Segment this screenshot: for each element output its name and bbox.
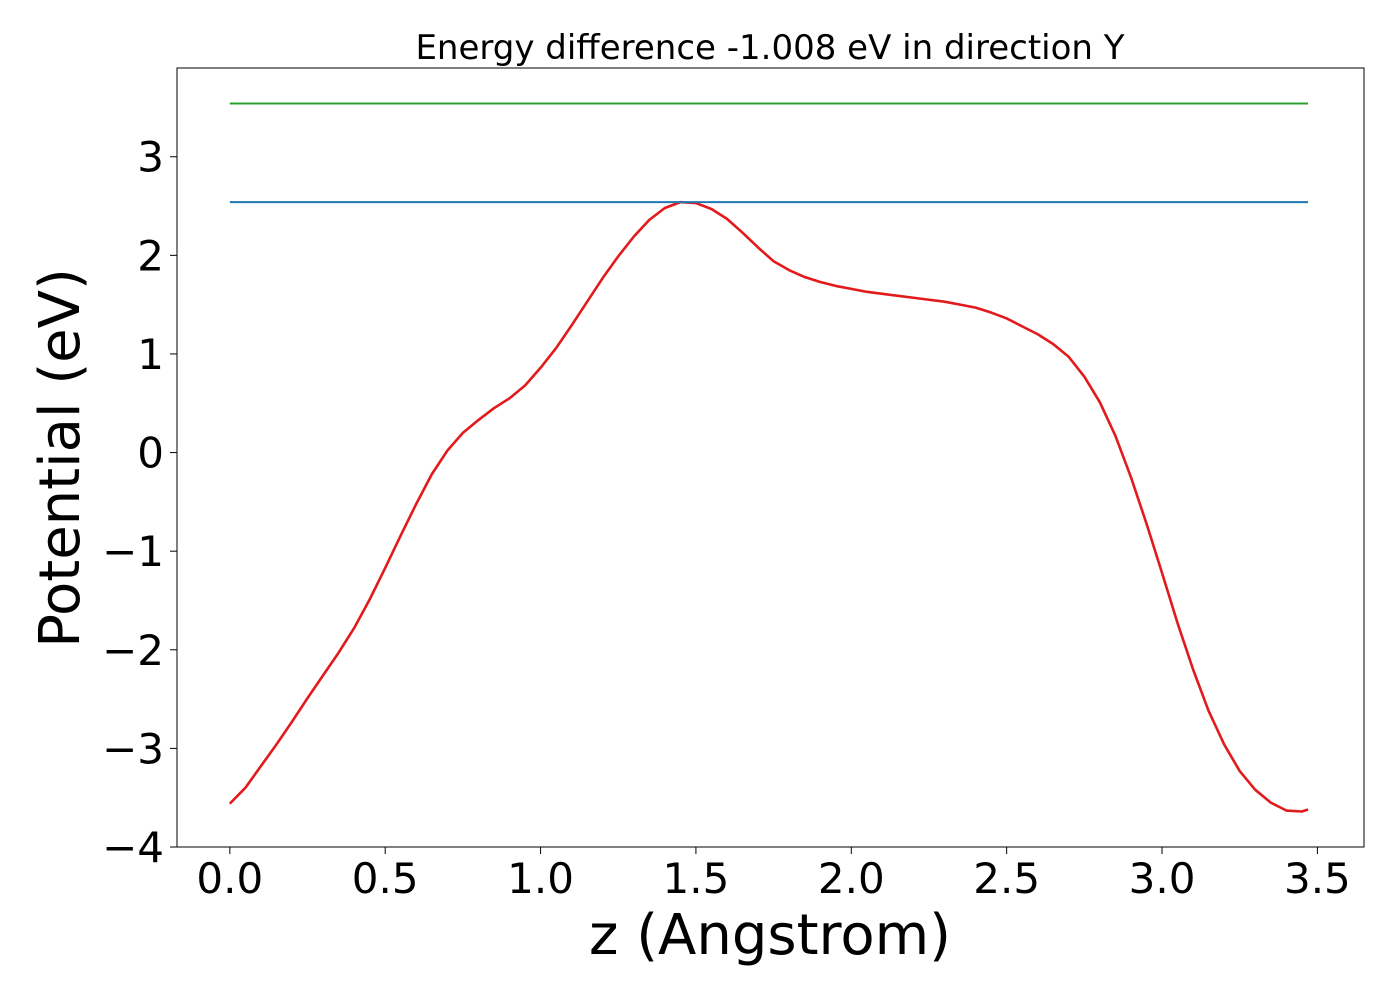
plot-area-frame xyxy=(176,67,1365,848)
chart-title: Energy difference -1.008 eV in direction… xyxy=(415,28,1124,68)
y-tick-label: 3 xyxy=(137,133,164,182)
x-tick-label: 0.0 xyxy=(196,854,263,903)
y-tick-label: 2 xyxy=(137,231,164,280)
y-tick-label: −1 xyxy=(102,527,164,576)
x-tick-label: 0.5 xyxy=(352,854,419,903)
x-tick-label: 3.5 xyxy=(1284,854,1351,903)
x-tick-label: 3.0 xyxy=(1129,854,1196,903)
x-axis-label: z (Angstrom) xyxy=(589,903,951,968)
series-layer xyxy=(228,102,1309,813)
x-tick-label: 2.5 xyxy=(973,854,1040,903)
y-tick-label: −3 xyxy=(102,724,164,773)
x-tick-label: 1.5 xyxy=(663,854,730,903)
x-tick-label: 1.0 xyxy=(507,854,574,903)
y-axis-label: Potential (eV) xyxy=(28,268,93,648)
x-axis-ticks: 0.0 0.5 1.0 1.5 2.0 2.5 3.0 3.5 xyxy=(196,847,1351,903)
y-tick-label: 1 xyxy=(137,330,164,379)
y-tick-label: −4 xyxy=(102,823,164,872)
y-tick-label: −2 xyxy=(102,626,164,675)
y-axis-ticks: −4 −3 −2 −1 0 1 2 3 xyxy=(102,133,177,872)
y-tick-label: 0 xyxy=(137,429,164,478)
x-tick-label: 2.0 xyxy=(818,854,885,903)
series-line-0 xyxy=(228,200,1309,813)
